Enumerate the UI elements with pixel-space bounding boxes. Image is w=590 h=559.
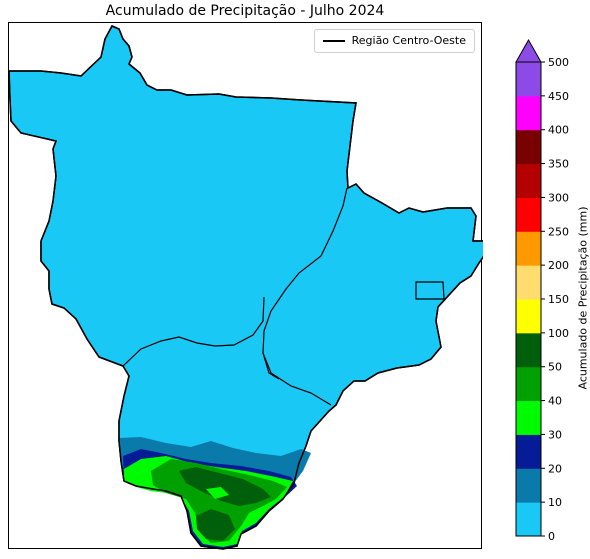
map-frame: Região Centro-Oeste xyxy=(8,22,483,550)
colorbar-segment xyxy=(516,366,541,402)
precip-50-100-south xyxy=(196,509,235,541)
state-border-go-ms xyxy=(262,352,280,380)
precip-30-40-spot xyxy=(206,487,229,499)
state-border-mt-go xyxy=(262,187,348,406)
colorbar-tick-label: 450 xyxy=(548,90,569,103)
colorbar-tick-label: 10 xyxy=(548,496,562,509)
state-border-mt-ms xyxy=(122,296,265,367)
legend-line-swatch xyxy=(322,39,345,42)
colorbar-segment xyxy=(516,163,541,198)
colorbar-segment xyxy=(516,231,541,266)
colorbar-segment xyxy=(516,265,541,300)
colorbar-segment xyxy=(516,299,541,334)
colorbar-tick-label: 30 xyxy=(548,428,562,441)
colorbar-segment xyxy=(516,468,541,503)
colorbar: 0 10 20 30 40 50 100 150 200 250 300 350 400 450 500 xyxy=(515,38,569,543)
colorbar-segment xyxy=(516,62,541,97)
precip-50-100 xyxy=(179,467,271,506)
colorbar-tick-label: 0 xyxy=(548,530,555,543)
colorbar-segment xyxy=(516,129,541,165)
colorbar-tick-label: 200 xyxy=(548,259,569,272)
region-outline xyxy=(9,25,483,550)
colorbar-tick-label: 20 xyxy=(548,462,562,475)
map-title: Acumulado de Precipitação - Julho 2024 xyxy=(105,3,385,19)
colorbar-tick-label: 100 xyxy=(548,327,569,340)
colorbar-segment xyxy=(516,197,541,232)
colorbar-tick-label: 40 xyxy=(548,395,562,408)
colorbar-segment xyxy=(516,332,541,368)
colorbar-tick-label: 50 xyxy=(548,361,562,374)
colorbar-tick-label: 350 xyxy=(548,158,569,171)
colorbar-tick-label: 500 xyxy=(548,56,569,69)
map-canvas xyxy=(9,25,483,550)
distrito-federal xyxy=(415,281,445,300)
legend-label: Região Centro-Oeste xyxy=(351,34,466,47)
colorbar-segment xyxy=(516,502,541,537)
colorbar-tick-label: 150 xyxy=(548,293,569,306)
colorbar-extend-arrow xyxy=(515,38,542,63)
colorbar-tick-label: 300 xyxy=(548,191,569,204)
colorbar-segment xyxy=(516,400,541,435)
colorbar-segment xyxy=(516,95,541,131)
map-legend: Região Centro-Oeste xyxy=(313,29,475,53)
colorbar-tick-label: 400 xyxy=(548,124,569,137)
colorbar-label: Acumulado de Precipitação (mm) xyxy=(576,206,590,390)
colorbar-tick-label: 250 xyxy=(548,225,569,238)
colorbar-segment xyxy=(516,434,541,469)
